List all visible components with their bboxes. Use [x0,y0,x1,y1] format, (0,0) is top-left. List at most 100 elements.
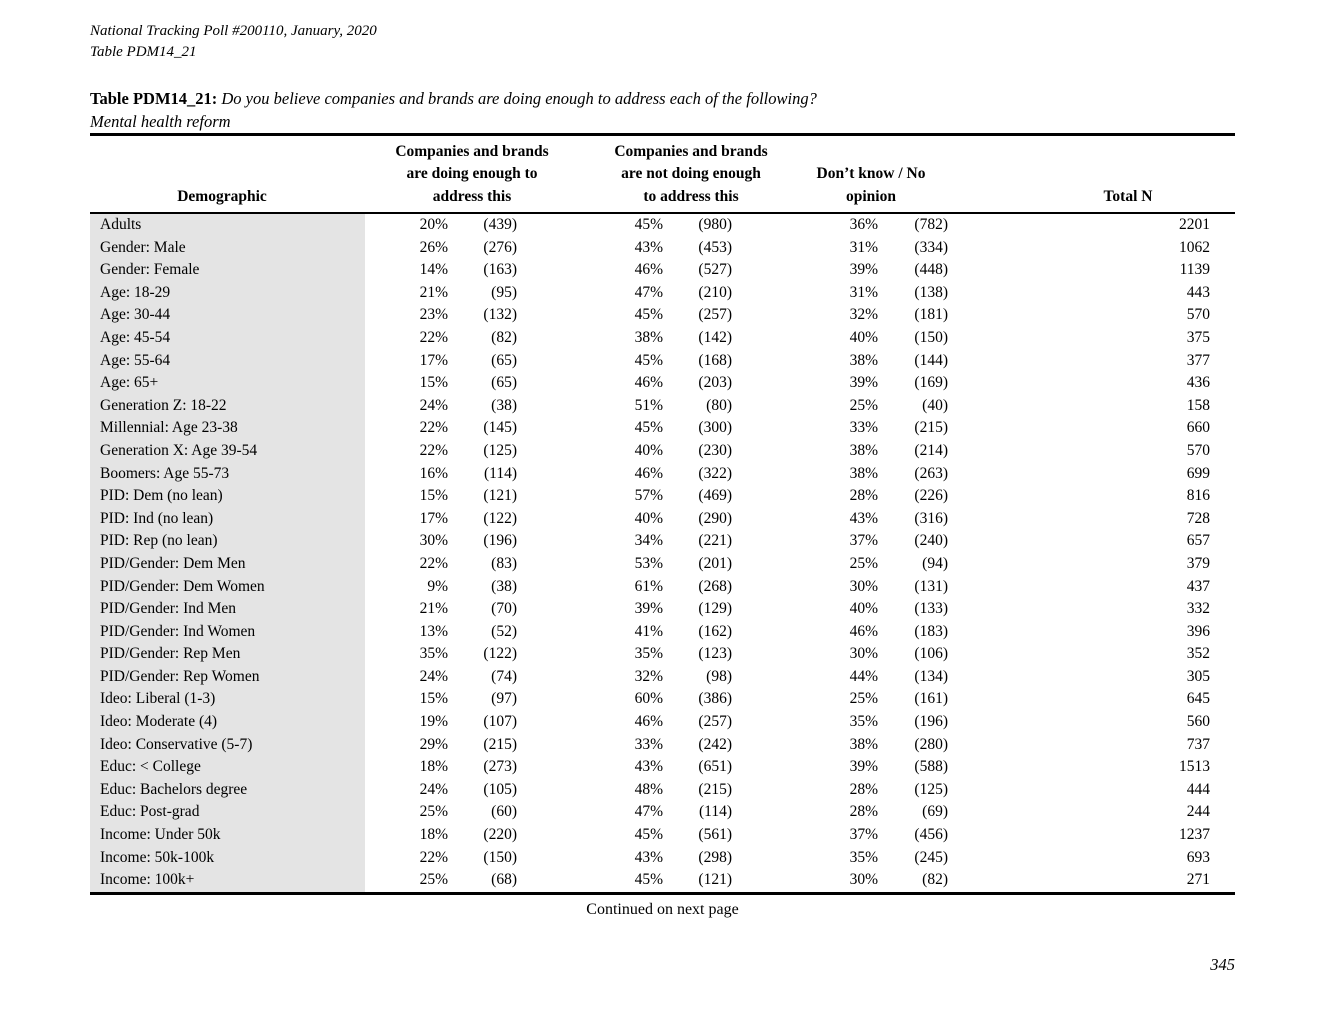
not-doing-enough-pct: 47% [634,283,663,301]
doing-enough-pct: 35% [419,645,448,663]
not-doing-enough-pct: 40% [634,509,663,527]
dont-know-pct: 30% [849,645,878,663]
total-n-value: 570 [1186,441,1210,459]
doing-enough-pct: 18% [419,758,448,776]
table-title-label: Table PDM14_21: [90,89,218,108]
table-row: PID/Gender: Dem Men 22% (83) 53% (201) 25% (94… [90,552,1235,576]
dont-know-pct: 40% [849,328,878,346]
table-row: PID/Gender: Rep Men 35% (122) 35% (123) 30% (1… [90,643,1235,666]
not-doing-enough-count: (203) [698,374,732,392]
doing-enough-pct: 15% [419,690,448,708]
doing-enough-pct: 22% [419,419,448,437]
column-header-doing-enough: Companies and brands are doing enough to… [365,134,549,214]
not-doing-enough-count: (142) [698,328,732,346]
table-row: Ideo: Moderate (4) 19% (107) 46% (257) 35% (19… [90,711,1235,734]
dont-know-pct: 25% [849,396,878,414]
doing-enough-count: (65) [491,374,517,392]
dont-know-pct: 39% [849,261,878,279]
row-label: Income: Under 50k [90,824,365,847]
page-number: 345 [1210,955,1235,974]
doing-enough-count: (196) [483,532,517,550]
doing-enough-count: (70) [491,600,517,618]
doing-enough-count: (122) [483,645,517,663]
not-doing-enough-pct: 48% [634,780,663,798]
dont-know-pct: 43% [849,509,878,527]
dont-know-count: (240) [914,532,948,550]
not-doing-enough-count: (980) [698,216,732,233]
doing-enough-count: (273) [483,758,517,776]
table-row: Boomers: Age 55-73 16% (114) 46% (322) 38% (26… [90,462,1235,486]
not-doing-enough-pct: 40% [634,441,663,459]
table-row: PID: Rep (no lean) 30% (196) 34% (221) 37% (24… [90,530,1235,553]
dont-know-pct: 35% [849,848,878,866]
row-label: Adults [90,213,365,237]
dont-know-count: (134) [914,667,948,685]
not-doing-enough-count: (257) [698,713,732,731]
doing-enough-pct: 13% [419,622,448,640]
column-header-dont-know-label: Don’t know / No opinion [816,165,926,205]
dont-know-pct: 35% [849,713,878,731]
doing-enough-pct: 26% [419,238,448,256]
not-doing-enough-pct: 41% [634,622,663,640]
table-row: PID/Gender: Rep Women 24% (74) 32% (98) 44% (1… [90,665,1235,689]
doing-enough-count: (121) [483,487,517,505]
not-doing-enough-count: (651) [698,758,732,776]
doing-enough-count: (38) [491,396,517,414]
doing-enough-pct: 15% [419,487,448,505]
row-label: PID/Gender: Rep Men [90,643,365,666]
not-doing-enough-count: (453) [698,238,732,256]
doing-enough-pct: 25% [419,871,448,889]
dont-know-pct: 33% [849,419,878,437]
table-row: Ideo: Conservative (5-7) 29% (215) 33% (242)… [90,733,1235,757]
row-label: Ideo: Liberal (1-3) [90,688,365,712]
table-row: Ideo: Liberal (1-3) 15% (97) 60% (386) 25% (16… [90,688,1235,712]
doing-enough-count: (74) [491,667,517,685]
table-header-row: Demographic Companies and brands are doi… [90,134,1235,214]
total-n-value: 657 [1186,532,1210,550]
row-label: Income: 50k-100k [90,846,365,870]
column-header-total-n-label: Total N [1103,187,1153,205]
not-doing-enough-count: (322) [698,464,732,482]
column-header-demographic: Demographic [90,134,365,214]
total-n-value: 816 [1186,487,1210,505]
dont-know-count: (40) [922,396,948,414]
not-doing-enough-count: (168) [698,351,732,369]
dont-know-count: (125) [914,780,948,798]
column-header-not-doing-enough: Companies and brands are not doing enoug… [517,134,768,214]
dont-know-pct: 44% [849,667,878,685]
dont-know-pct: 38% [849,441,878,459]
row-label: PID: Rep (no lean) [90,530,365,553]
dont-know-pct: 38% [849,351,878,369]
total-n-value: 645 [1186,690,1210,708]
not-doing-enough-count: (80) [706,396,732,414]
dont-know-pct: 28% [849,487,878,505]
not-doing-enough-count: (215) [698,780,732,798]
dont-know-pct: 30% [849,577,878,595]
row-label: PID/Gender: Rep Women [90,665,365,689]
dont-know-count: (144) [914,351,948,369]
table-row: Income: Under 50k 18% (220) 45% (561) 37% (456… [90,824,1235,847]
dont-know-count: (215) [914,419,948,437]
dont-know-count: (169) [914,374,948,392]
table-row: Income: 100k+ 25% (68) 45% (121) 30% (82) 271 [90,869,1235,894]
row-label: Age: 45-54 [90,326,365,350]
row-label: Age: 30-44 [90,304,365,327]
table-row: Educ: Bachelors degree 24% (105) 48% (215) 28… [90,778,1235,802]
total-n-value: 305 [1186,667,1210,685]
total-n-value: 560 [1186,713,1210,731]
not-doing-enough-pct: 57% [634,487,663,505]
not-doing-enough-pct: 34% [634,532,663,550]
dont-know-count: (214) [914,441,948,459]
dont-know-count: (782) [914,216,948,233]
doing-enough-count: (439) [483,216,517,233]
doing-enough-pct: 22% [419,328,448,346]
total-n-value: 1237 [1179,826,1210,844]
table-row: Generation Z: 18-22 24% (38) 51% (80) 25% (40)… [90,394,1235,418]
dont-know-count: (226) [914,487,948,505]
table-row: PID/Gender: Dem Women 9% (38) 61% (268) 30% (1… [90,575,1235,599]
dont-know-pct: 32% [849,306,878,324]
doing-enough-count: (52) [491,622,517,640]
dont-know-count: (196) [914,713,948,731]
total-n-value: 271 [1186,871,1210,889]
dont-know-count: (181) [914,306,948,324]
